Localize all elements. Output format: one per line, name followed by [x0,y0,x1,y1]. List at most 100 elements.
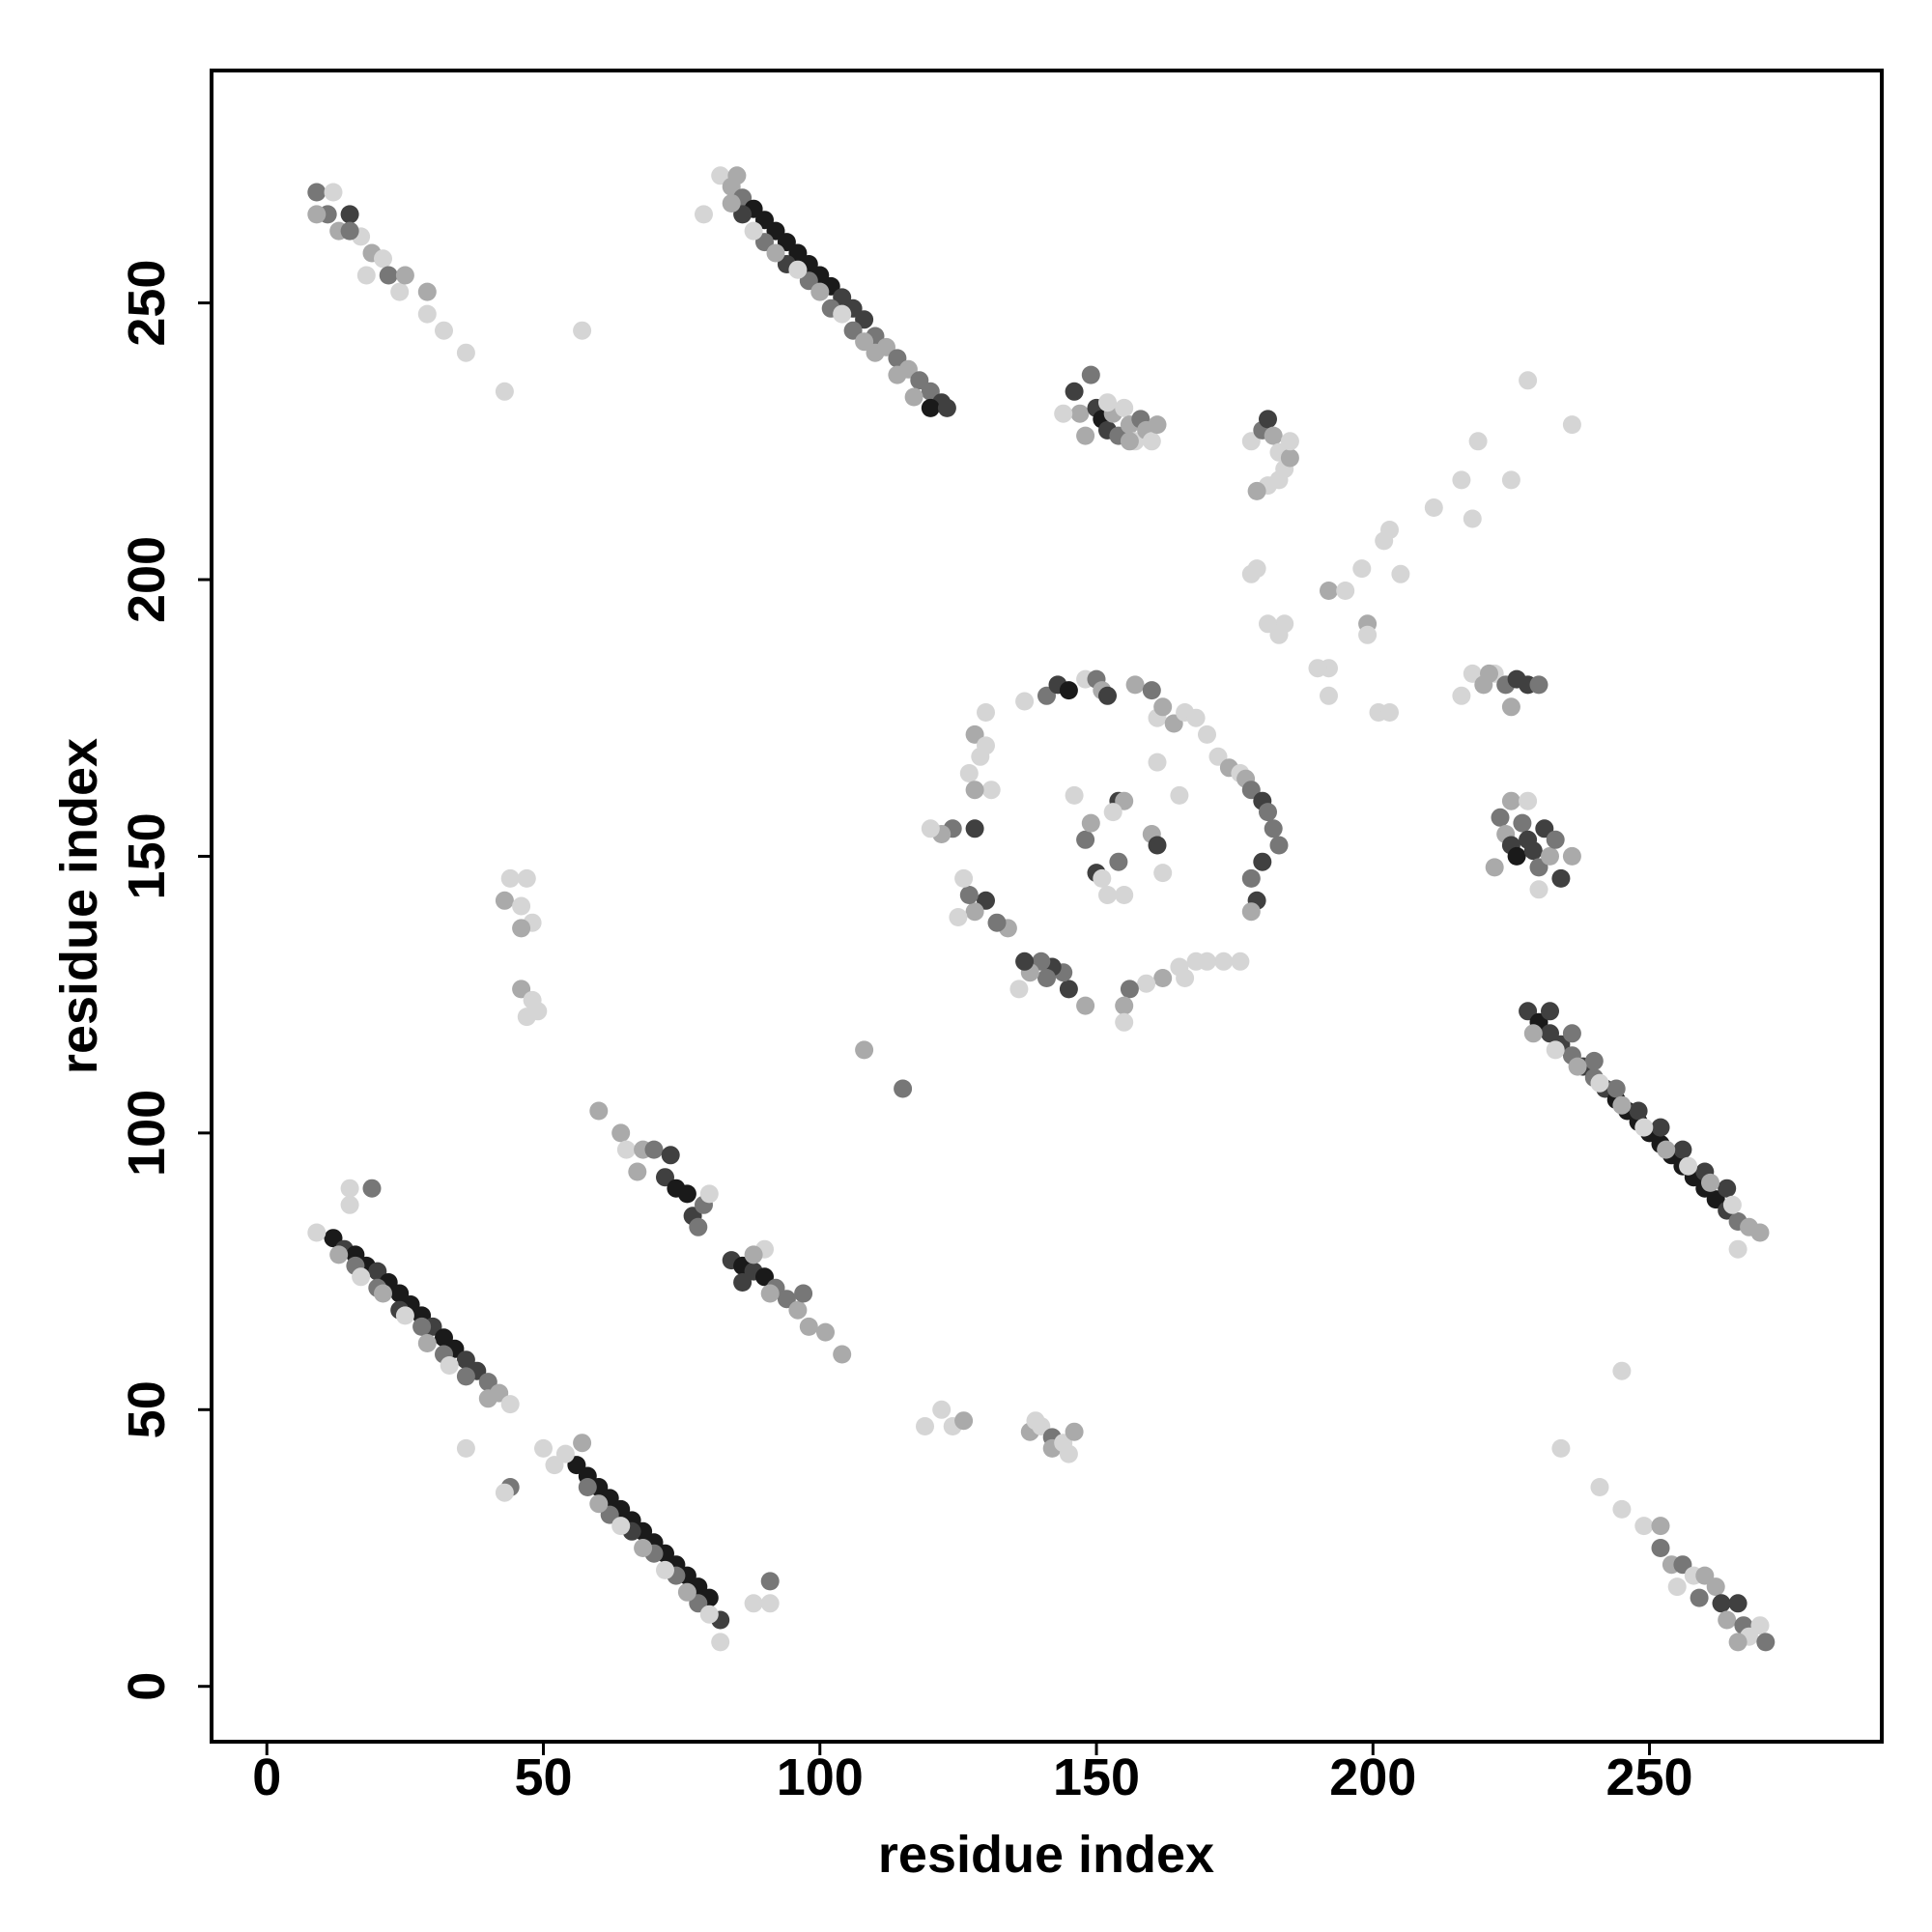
contact-point [894,1079,913,1098]
contact-point [1468,432,1488,451]
contact-point [1308,659,1327,678]
contact-point [1568,1057,1587,1076]
contact-point [965,902,984,922]
contact-point [1673,1140,1692,1159]
contact-point [395,1306,414,1325]
contact-point [495,382,514,401]
contact-point [1546,830,1565,849]
contact-point [744,1245,763,1264]
contact-point [1269,470,1289,490]
contact-point [611,1123,631,1143]
contact-point [1634,1118,1654,1137]
y-axis-title: residue index [50,738,108,1074]
contact-point [1269,625,1289,644]
contact-point [517,868,536,888]
contact-point [456,343,475,362]
contact-point [1153,969,1173,987]
contact-point [1352,559,1372,579]
contact-point [1463,509,1482,528]
contact-point [324,183,343,202]
contact-point [1452,470,1471,490]
contact-point [395,266,414,285]
contact-point [1098,686,1117,705]
contact-point [1584,1051,1604,1070]
contact-point [1153,864,1173,883]
contact-point [1231,952,1250,971]
contact-point [1679,1156,1698,1176]
contact-point [1513,813,1532,833]
contact-point [1269,836,1289,855]
y-tick-label: 250 [118,260,176,347]
contact-point [1657,1140,1676,1159]
contact-point [1280,448,1299,468]
contact-point [1651,1118,1670,1137]
contact-point [1695,1566,1715,1585]
contact-point [1081,813,1100,833]
contact-point [699,1605,719,1624]
contact-point [921,398,940,417]
contact-point [1059,1444,1078,1463]
contact-point [766,243,785,263]
contact-point [1612,1499,1632,1519]
contact-point [733,1273,753,1292]
contact-point [977,736,995,755]
contact-point [340,1179,359,1198]
contact-point [1015,692,1035,711]
contact-point [1551,1438,1571,1458]
contact-point [1241,868,1261,888]
contact-point [1259,614,1277,634]
contact-point [1115,886,1134,904]
contact-point [1186,708,1206,727]
contact-point [1391,564,1410,583]
contact-point [1026,1411,1045,1431]
contact-point [1507,846,1526,866]
contact-point [616,1140,636,1159]
contact-point [1137,974,1156,993]
contact-point [1264,819,1283,838]
contact-point [1148,415,1167,435]
y-tick-label: 50 [118,1380,176,1438]
contact-point [340,221,359,241]
contact-point [1081,365,1100,384]
contact-point [1501,697,1520,717]
contact-point [1728,1633,1747,1652]
contact-point [833,304,852,324]
contact-point [788,1300,808,1320]
contact-point [695,205,713,224]
contact-point [910,371,929,390]
contact-point [1170,785,1189,805]
contact-point [1170,957,1189,977]
contact-point [1523,1024,1543,1043]
contact-point [1718,1179,1737,1198]
contact-point [1247,559,1266,579]
contact-point [1529,858,1548,877]
contact-point [1125,675,1145,695]
contact-point [1065,785,1084,805]
contact-point [1452,686,1471,705]
contact-point [578,1478,597,1496]
contact-point [1065,1422,1084,1441]
contact-point [1519,371,1538,390]
contact-point [1241,781,1261,800]
contact-point [340,205,359,224]
x-tick-label: 150 [1053,1748,1140,1806]
contact-point [1562,1024,1581,1043]
contact-point [1241,902,1261,922]
contact-point [1480,664,1498,683]
contact-point [965,819,984,838]
contact-point [1098,886,1117,904]
contact-point [1529,880,1548,899]
x-tick-label: 100 [777,1748,864,1806]
contact-point [390,282,410,301]
contact-point [1037,969,1056,987]
contact-point [1690,1588,1709,1607]
contact-point [855,332,874,352]
contact-point [417,282,437,301]
contact-point [833,1345,852,1364]
contact-point [1651,1539,1670,1557]
contact-point [677,1582,696,1602]
plot-frame [210,69,1884,1744]
contact-point [1336,582,1355,600]
contact-point [1728,1239,1747,1259]
contact-point [1718,1610,1737,1630]
